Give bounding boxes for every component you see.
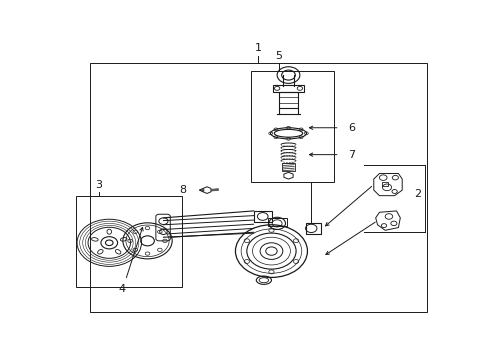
Text: 4: 4 <box>118 284 125 294</box>
Text: 1: 1 <box>254 43 261 53</box>
Bar <box>273 85 303 92</box>
Text: 8: 8 <box>179 185 186 195</box>
Bar <box>76 195 182 287</box>
Bar <box>305 223 320 234</box>
Bar <box>253 211 271 222</box>
Bar <box>282 163 294 171</box>
Bar <box>267 218 286 226</box>
Bar <box>89 63 426 312</box>
Bar <box>279 92 297 108</box>
Bar <box>382 182 387 186</box>
Text: 2: 2 <box>413 189 420 199</box>
Text: 3: 3 <box>95 180 102 190</box>
Text: 5: 5 <box>275 51 282 61</box>
Text: 7: 7 <box>347 150 355 161</box>
Bar <box>250 71 333 182</box>
Text: 6: 6 <box>347 123 355 133</box>
